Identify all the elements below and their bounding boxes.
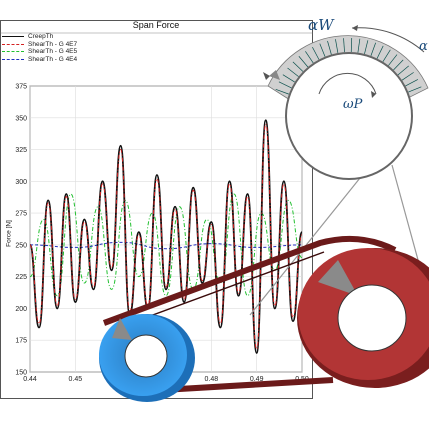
legend-swatch-icon — [2, 59, 24, 61]
legend-entry-g4e4: ShearTh - G 4E4 — [0, 56, 77, 64]
detail-contact-hatching — [275, 38, 422, 95]
hatch-line — [397, 65, 409, 76]
hatch-line — [382, 49, 391, 62]
y-tick-label: 150 — [15, 370, 27, 377]
series-layer — [30, 119, 302, 354]
x-tick-label: 0.49 — [250, 376, 264, 383]
x-tick-label: 0.48 — [205, 376, 219, 383]
contact-detail: αW α ωP — [263, 16, 429, 180]
plot-legend: CreepTh ShearTh - G 4E7 ShearTh - G 4E5 … — [0, 33, 77, 63]
y-tick-label: 200 — [15, 306, 27, 313]
y-tick-label: 325 — [15, 147, 27, 154]
hatch-line — [357, 38, 361, 53]
series-line-1 — [30, 123, 302, 350]
detail-wedge-marker — [269, 70, 280, 80]
legend-label: ShearTh - G 4E5 — [28, 48, 78, 56]
legend-swatch-icon — [2, 36, 24, 38]
driven-pulley-contact-marker — [318, 260, 358, 296]
hatch-line — [298, 56, 309, 68]
legend-swatch-icon — [2, 51, 24, 53]
plot-title: Span Force — [132, 20, 180, 30]
y-tick-label: 250 — [15, 242, 27, 249]
hatch-line — [393, 59, 404, 71]
driven-pulley — [297, 248, 429, 388]
hatch-line — [282, 74, 295, 83]
series-line-3 — [30, 241, 302, 250]
hatch-line — [327, 40, 332, 55]
x-tick-label: 0.45 — [69, 376, 83, 383]
driver-pulley-bore — [124, 334, 168, 378]
hatch-line — [287, 67, 299, 77]
hatch-line — [401, 72, 414, 81]
driver-pulley-contact-marker — [112, 318, 132, 340]
hatch-line — [405, 79, 419, 87]
hatch-line — [278, 81, 292, 89]
legend-label: ShearTh - G 4E7 — [28, 40, 78, 48]
y-tick-label: 375 — [15, 84, 27, 91]
hatch-line — [370, 42, 377, 56]
belt-upper-span — [102, 235, 397, 326]
detail-pulley-circle — [285, 52, 413, 180]
alpha-w-label: αW — [308, 16, 335, 34]
hatch-line — [343, 38, 345, 53]
hatch-line — [388, 54, 398, 66]
hatch-line — [335, 39, 339, 54]
y-tick-label: 350 — [15, 115, 27, 122]
y-tick-label: 225 — [15, 274, 27, 281]
hatch-line — [312, 46, 320, 60]
legend-entry-g4e7: ShearTh - G 4E7 — [0, 41, 77, 49]
y-tick-label: 275 — [15, 211, 27, 218]
alpha-arc-arrow — [351, 27, 425, 53]
driven-pulley-bore — [337, 284, 407, 352]
legend-label: ShearTh - G 4E4 — [28, 55, 78, 63]
omega-arrow — [318, 72, 377, 95]
alpha-label: α — [419, 39, 428, 54]
hatch-line — [275, 88, 289, 95]
hatch-line — [292, 61, 304, 72]
hatch-line — [408, 86, 422, 93]
hatch-line — [376, 45, 384, 59]
legend-entry-creepth: CreepTh — [0, 33, 77, 41]
hatch-line — [319, 43, 326, 57]
series-line-2 — [30, 193, 302, 297]
hatch-line — [305, 51, 314, 64]
y-ticks: 375 350 325 300 275 250 225 200 175 150 — [15, 84, 27, 377]
legend-swatch-icon — [2, 43, 24, 45]
legend-label: CreepTh — [28, 33, 54, 40]
omega-arrow-head-icon — [371, 91, 376, 98]
driver-pulley — [99, 314, 195, 402]
x-tick-label: 0.44 — [23, 376, 37, 383]
y-tick-label: 175 — [15, 338, 27, 345]
y-tick-label: 300 — [15, 179, 27, 186]
hatch-line — [364, 40, 369, 54]
omega-p-label: ωP — [343, 97, 363, 112]
legend-entry-g4e5: ShearTh - G 4E5 — [0, 48, 77, 56]
alpha-w-arrow-head-icon — [263, 72, 270, 80]
alpha-arrow-head-icon — [352, 25, 358, 31]
